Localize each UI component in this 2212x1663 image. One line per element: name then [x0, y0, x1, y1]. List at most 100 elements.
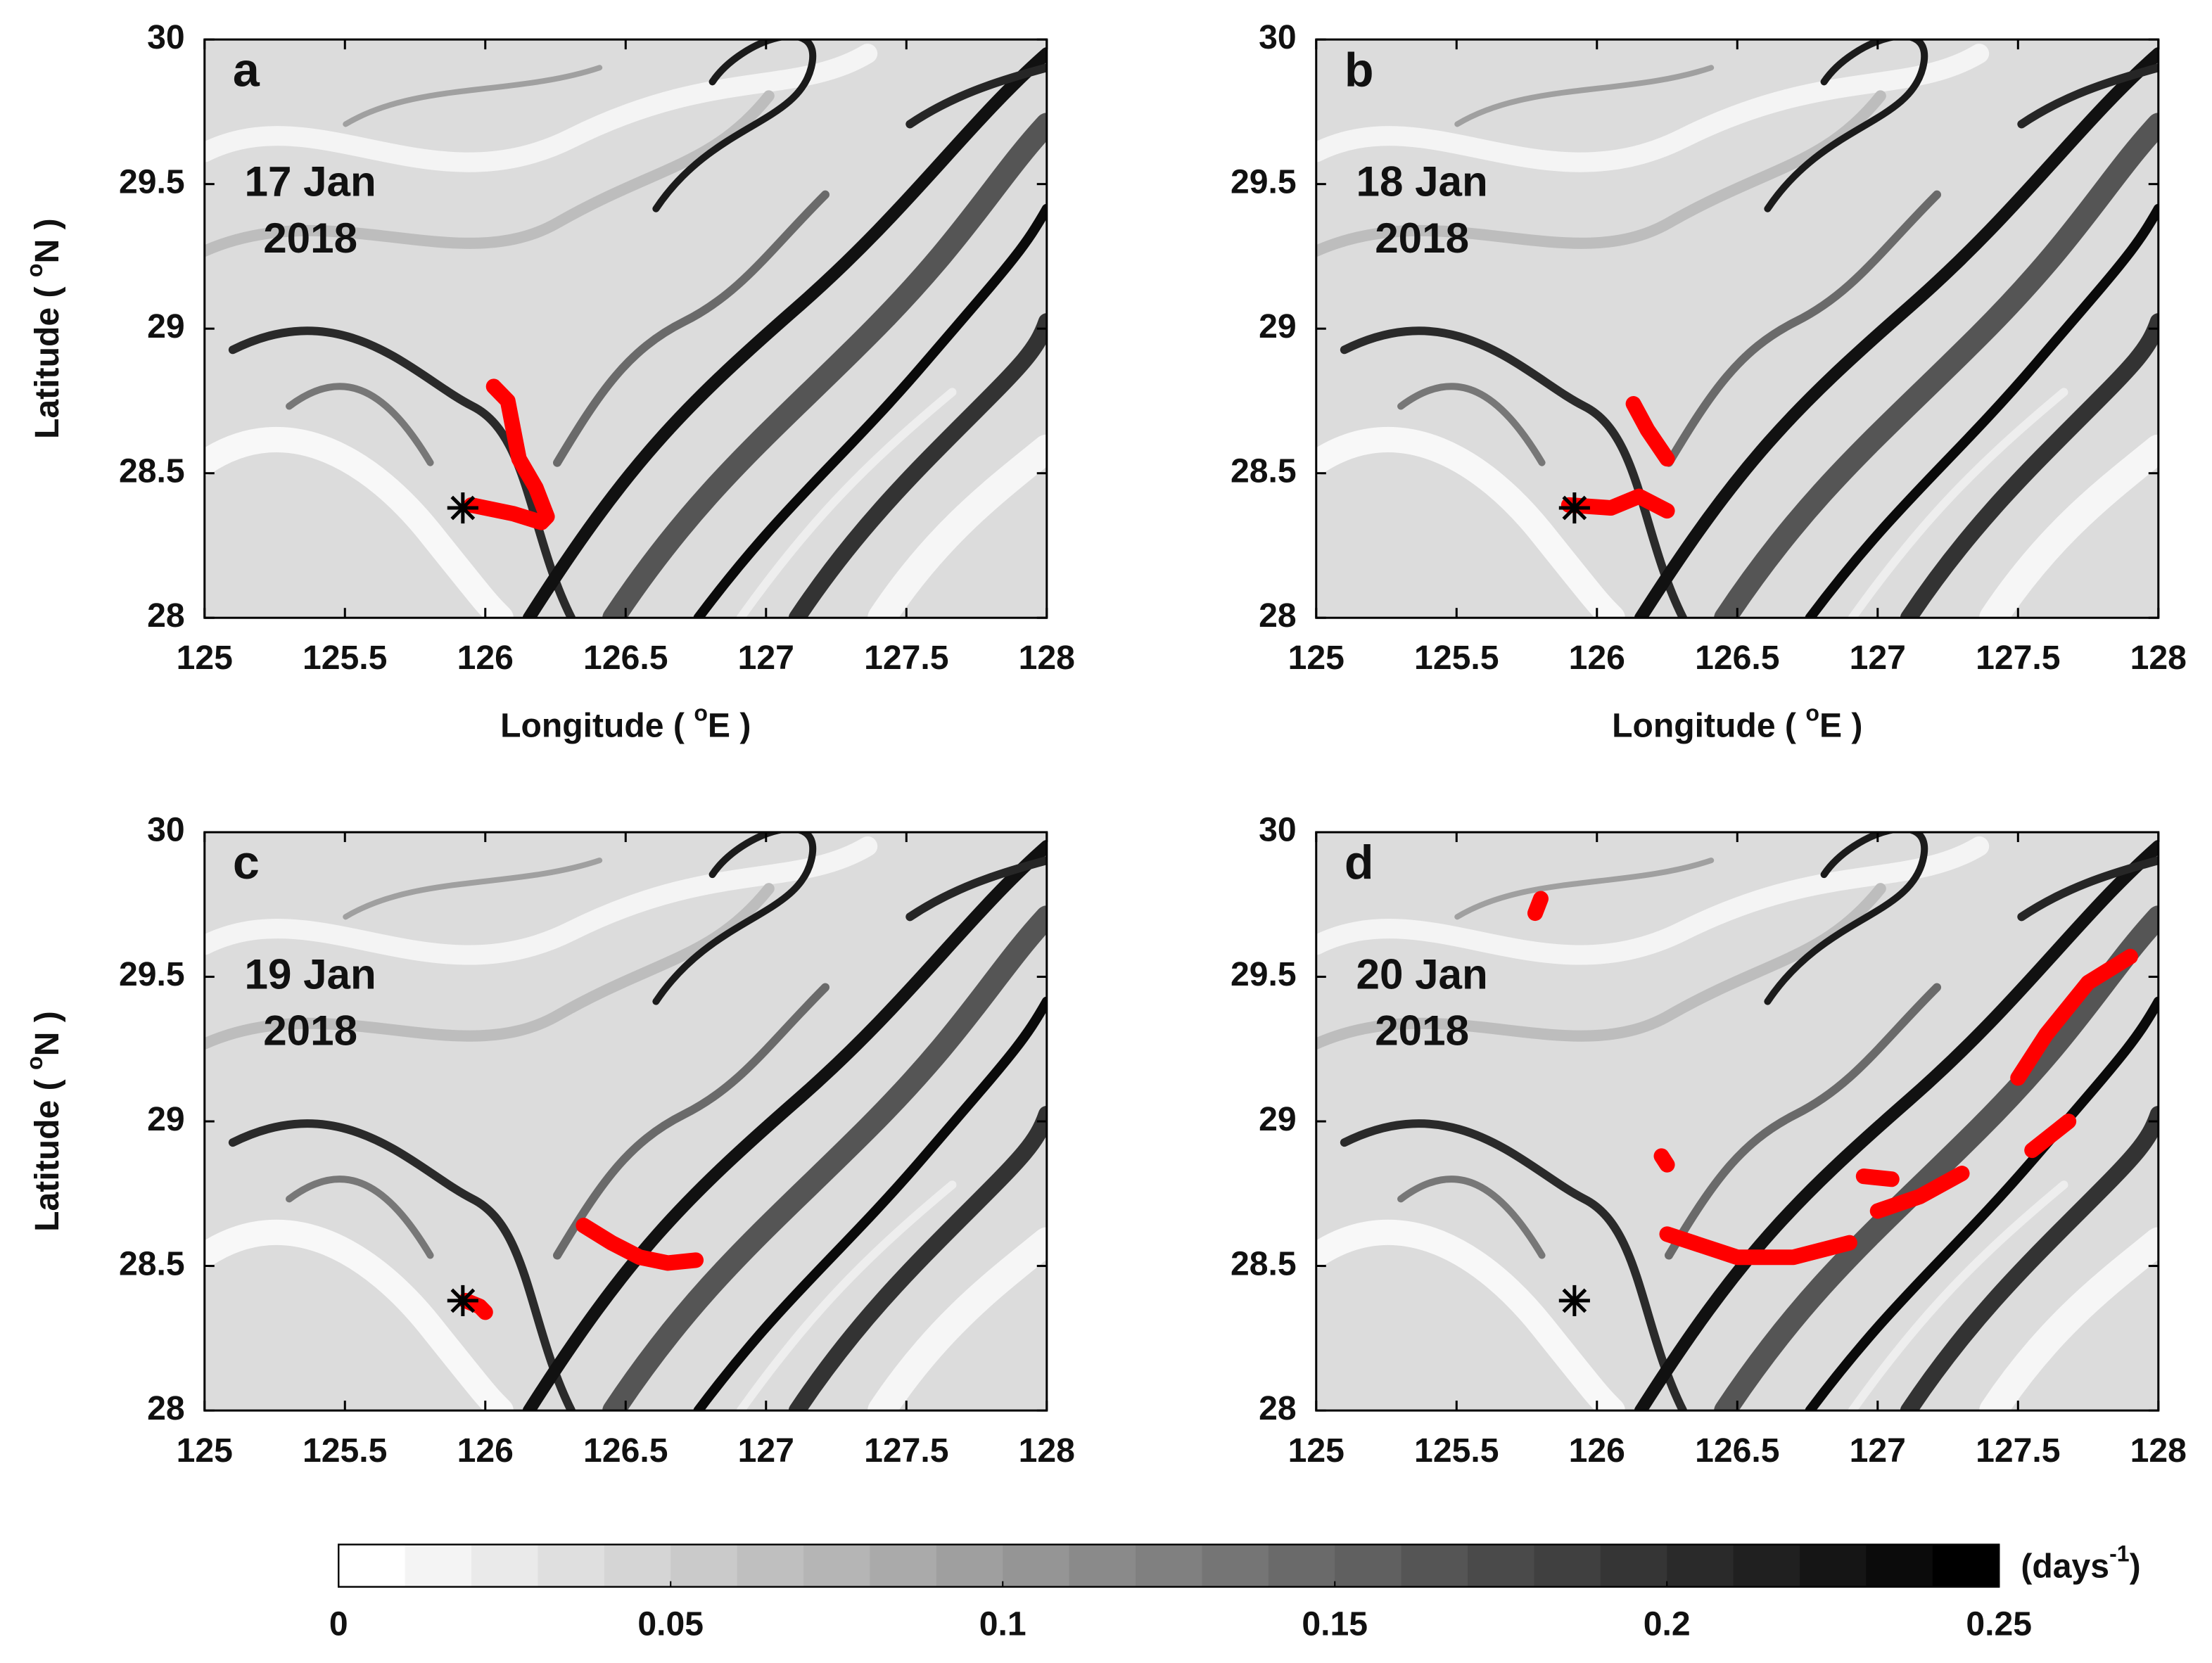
date-label: 2018 [263, 1007, 357, 1054]
colorbar-frame [338, 1543, 2000, 1588]
y-tick-label: 28.5 [119, 1244, 185, 1282]
colorbar-step [1268, 1544, 1336, 1587]
y-axis-label-part: Latitude ( [28, 277, 66, 439]
oil-patch [576, 1217, 704, 1271]
x-tick-label: 128 [2130, 1432, 2187, 1470]
y-axis-label-part: N ) [28, 1011, 66, 1056]
colorbar-step [1136, 1544, 1203, 1587]
oil-patch [463, 378, 555, 530]
x-tick-label: 125 [1288, 639, 1345, 677]
x-tick-label: 126.5 [583, 639, 668, 677]
x-axis-label-part: o [1805, 701, 1819, 726]
x-axis-label-part: Longitude ( [1612, 706, 1805, 744]
y-tick-label: 30 [147, 18, 185, 56]
oil-patch [2024, 1114, 2077, 1159]
x-tick-label: 128 [2130, 639, 2187, 677]
colorbar-step [1600, 1544, 1668, 1587]
date-label: 2018 [1375, 215, 1469, 262]
colorbar-step [538, 1544, 605, 1587]
colorbar-step [870, 1544, 937, 1587]
colorbar-tick-label: 0.2 [1644, 1605, 1691, 1643]
y-tick-label: 29.5 [1231, 955, 1297, 993]
colorbar-step [471, 1544, 539, 1587]
colorbar: 0 0.05 0.1 0.15 0.2 0.25 (days-1) [329, 1541, 2141, 1643]
colorbar-step [1667, 1544, 1734, 1587]
date-label: 2018 [263, 215, 357, 262]
y-tick-label: 30 [147, 811, 185, 849]
x-axis-label: Longitude ( oE ) [1612, 701, 1862, 744]
x-tick-label: 125.5 [1414, 639, 1499, 677]
x-tick-label: 125 [1288, 1432, 1345, 1470]
plot-area [1316, 36, 2159, 618]
x-tick-label: 127.5 [864, 1432, 948, 1470]
colorbar-step [670, 1544, 738, 1587]
source-marker [1558, 492, 1590, 524]
date-label: 20 Jan [1356, 950, 1488, 998]
oil-patch [1855, 1168, 1900, 1187]
source-marker [447, 1285, 478, 1316]
y-tick-label: 29 [147, 307, 185, 345]
colorbar-unit-part: (days [2021, 1547, 2109, 1585]
colorbar-step [1401, 1544, 1469, 1587]
colorbar-step [1468, 1544, 1535, 1587]
oil-patch [1659, 1226, 1857, 1266]
y-tick-label: 29 [147, 1100, 185, 1138]
colorbar-step [1800, 1544, 1867, 1587]
oil-patch [1869, 1166, 1970, 1219]
y-tick-label: 28.5 [1231, 452, 1297, 490]
colorbar-step [1069, 1544, 1137, 1587]
x-tick-label: 127.5 [1976, 1432, 2060, 1470]
x-axis-label: Longitude ( oE ) [500, 701, 751, 744]
colorbar-tick-label: 0.1 [979, 1605, 1026, 1643]
colorbar-tick-label: 0.15 [1302, 1605, 1368, 1643]
y-tick-label: 29 [1259, 307, 1297, 345]
panel-letter: c [233, 836, 260, 889]
panel-letter: a [233, 43, 260, 96]
date-label: 17 Jan [245, 158, 376, 205]
x-axis-label-part: o [694, 701, 708, 726]
colorbar-step [1202, 1544, 1269, 1587]
oil-patch [2010, 948, 2138, 1086]
star-arm [450, 495, 476, 521]
map-panel: 125 125.5 126 126.5 127 127.5 128 28 28.5 29 29.5 3… [23, 18, 1075, 744]
map-panel: 125 125.5 126 126.5 127 127.5 128 28 28.5 29 29.5 3… [1231, 18, 2187, 744]
colorbar-tick-label: 0.25 [1966, 1605, 2032, 1643]
y-tick-label: 28.5 [119, 452, 185, 490]
y-axis-label: Latitude ( oN ) [23, 218, 66, 439]
colorbar-tick-label: 0.05 [637, 1605, 704, 1643]
y-tick-label: 29 [1259, 1100, 1297, 1138]
x-tick-label: 126.5 [1695, 639, 1779, 677]
ftle-field [1316, 829, 2159, 1410]
y-tick-label: 28 [1259, 1389, 1297, 1427]
panel-letter: b [1345, 43, 1374, 96]
date-label: 2018 [1375, 1007, 1469, 1054]
x-tick-label: 127.5 [864, 639, 948, 677]
panel-letter: d [1345, 836, 1374, 889]
y-axis-label-part: Latitude ( [28, 1070, 66, 1232]
y-tick-label: 28 [147, 1389, 185, 1427]
y-axis-label: Latitude ( oN ) [23, 1011, 66, 1232]
x-tick-label: 128 [1019, 639, 1075, 677]
ftle-field [205, 36, 1047, 618]
x-tick-label: 127 [738, 639, 794, 677]
ftle-field [1316, 36, 2159, 618]
colorbar-step [1335, 1544, 1402, 1587]
y-axis-label-part: N ) [28, 218, 66, 263]
y-tick-label: 30 [1259, 18, 1297, 56]
colorbar-unit-part: -1 [2109, 1541, 2130, 1567]
colorbar-step [1534, 1544, 1601, 1587]
oil-patch [1653, 1148, 1675, 1173]
colorbar-step [1866, 1544, 1933, 1587]
colorbar-step [1733, 1544, 1801, 1587]
y-axis-label-part: o [23, 1056, 48, 1070]
star-arm [450, 1288, 476, 1313]
colorbar-unit: (days-1) [2021, 1541, 2140, 1585]
x-tick-label: 126 [457, 639, 514, 677]
plot-area [205, 829, 1047, 1410]
x-tick-label: 125.5 [1414, 1432, 1499, 1470]
x-tick-label: 127 [738, 1432, 794, 1470]
colorbar-step [604, 1544, 672, 1587]
oil-patch [1527, 891, 1549, 922]
star-arm [1562, 1288, 1587, 1313]
y-tick-label: 30 [1259, 811, 1297, 849]
